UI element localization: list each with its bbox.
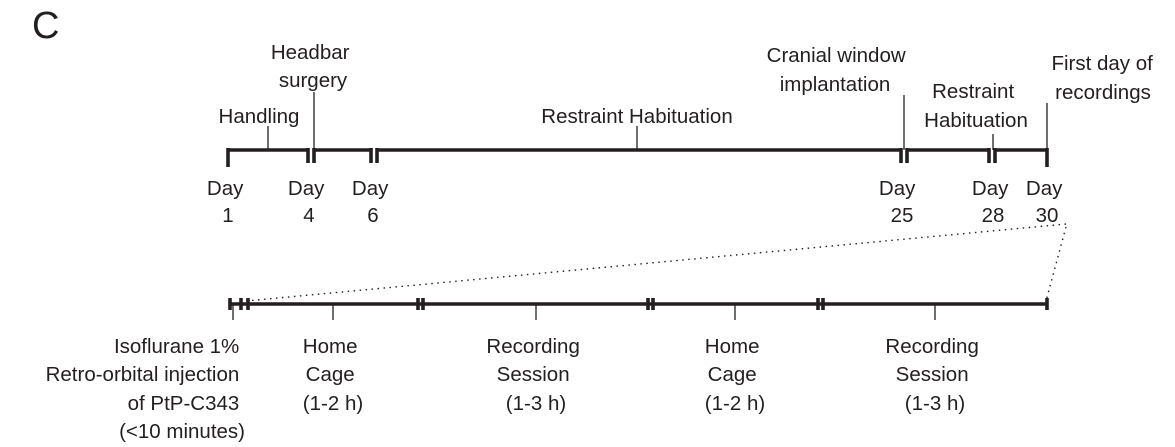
label-restraint-habituation: Restraint Habituation bbox=[541, 105, 732, 128]
label-recording-session-2: Recording Session (1-3 h) bbox=[885, 335, 984, 415]
label-recording-session-1: Recording Session (1-3 h) bbox=[486, 335, 585, 415]
zoom-guide-left bbox=[245, 223, 1067, 302]
label-home-cage-1: Home Cage (1-2 h) bbox=[303, 335, 363, 415]
label-day-1: Day 1 bbox=[207, 177, 249, 227]
label-restraint-habituation-2: Restraint Habituation bbox=[924, 80, 1028, 132]
label-home-cage-2: Home Cage (1-2 h) bbox=[705, 335, 765, 415]
session-timeline: Isoflurane 1% Retro-orbital injection of… bbox=[46, 298, 1049, 443]
label-headbar-surgery: Headbar surgery bbox=[271, 41, 355, 92]
label-cranial-window: Cranial window implantation bbox=[767, 44, 912, 96]
label-day-28: Day 28 bbox=[972, 177, 1014, 227]
top-timeline: Handling Headbar surgery Restraint Habit… bbox=[207, 41, 1158, 227]
label-handling: Handling bbox=[219, 105, 300, 128]
label-first-day-recordings: First day of recordings bbox=[1051, 52, 1158, 104]
zoom-guide-right bbox=[1045, 226, 1067, 302]
label-day-30: Day 30 bbox=[1026, 177, 1068, 227]
label-day-6: Day 6 bbox=[352, 177, 394, 227]
label-isoflurane: Isoflurane 1% Retro-orbital injection of… bbox=[46, 335, 245, 443]
label-day-4: Day 4 bbox=[288, 177, 330, 227]
label-day-25: Day 25 bbox=[879, 177, 921, 227]
panel-label: C bbox=[32, 5, 59, 47]
